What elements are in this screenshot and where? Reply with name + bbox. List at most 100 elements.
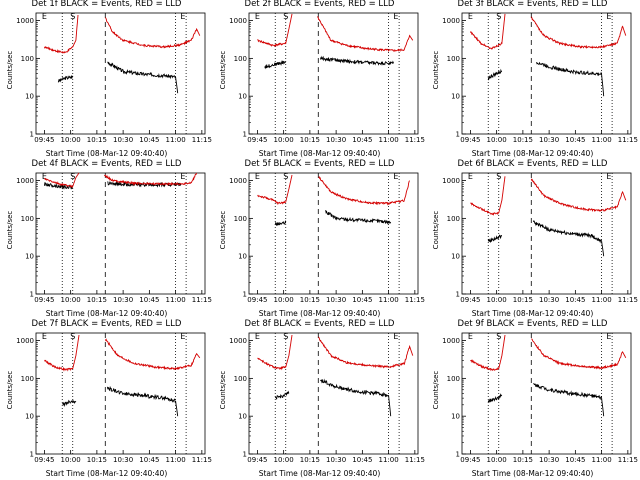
y-tick-label: 1 <box>456 451 460 459</box>
x-tick-label: 10:45 <box>352 296 372 304</box>
y-axis-label: Counts/sec <box>219 50 227 90</box>
interval-marker: S <box>70 332 75 341</box>
plot-frame <box>35 332 206 455</box>
interval-marker: E <box>393 172 398 181</box>
panel-title: Det 2f BLACK = Events, RED = LLD <box>244 0 395 9</box>
interval-marker: E <box>255 332 260 341</box>
plot-frame <box>461 12 632 135</box>
x-tick-label: 10:00 <box>61 136 81 144</box>
x-tick-label: 09:45 <box>247 136 267 144</box>
plot-frame <box>248 12 419 135</box>
x-tick-label: 10:00 <box>487 136 507 144</box>
y-tick-label: 1 <box>243 131 247 139</box>
x-tick-label: 11:15 <box>192 296 212 304</box>
y-axis-label: Counts/sec <box>432 210 440 250</box>
y-tick-label: 10 <box>238 253 247 261</box>
y-tick-label: 100 <box>234 55 247 63</box>
x-tick-label: 11:15 <box>618 296 638 304</box>
x-axis-label: Start Time (08-Mar-12 09:40:40) <box>45 309 168 318</box>
x-tick-label: 10:45 <box>352 456 372 464</box>
y-tick-label: 100 <box>447 375 460 383</box>
y-tick-label: 10 <box>25 253 34 261</box>
detector-panel: Det 5f BLACK = Events, RED = LLD 1 10 100 10… <box>213 159 426 320</box>
x-tick-label: 10:30 <box>113 136 133 144</box>
interval-marker: E <box>606 332 611 341</box>
y-tick-label: 1000 <box>16 17 34 25</box>
events-series-line <box>62 399 77 408</box>
interval-marker: E <box>468 172 473 181</box>
plot-frame <box>248 172 419 295</box>
x-axis-label: Start Time (08-Mar-12 09:40:40) <box>471 149 594 158</box>
x-tick-label: 11:15 <box>192 456 212 464</box>
y-tick-label: 1 <box>243 451 247 459</box>
detector-plot: 1 10 100 1000 09:45 10:00 10:15 10:30 10:45 11:00… <box>229 12 425 144</box>
y-axis-label: Counts/sec <box>6 210 14 250</box>
x-tick-label: 10:30 <box>539 296 559 304</box>
interval-marker: E <box>255 12 260 21</box>
lld-series-line <box>530 16 627 49</box>
events-series-line <box>264 59 286 70</box>
x-tick-label: 10:15 <box>87 296 107 304</box>
lld-series-line <box>317 336 414 369</box>
events-series-line <box>487 393 503 403</box>
y-tick-label: 10 <box>25 93 34 101</box>
panel-title: Det 1f BLACK = Events, RED = LLD <box>31 0 182 9</box>
x-tick-label: 10:15 <box>87 456 107 464</box>
interval-marker: E <box>180 12 185 21</box>
panel-title: Det 9f BLACK = Events, RED = LLD <box>457 319 608 329</box>
x-tick-label: 09:45 <box>460 136 480 144</box>
x-tick-label: 10:45 <box>565 456 585 464</box>
events-series-line <box>533 382 605 417</box>
interval-marker: E <box>42 172 47 181</box>
y-tick-label: 1 <box>30 131 34 139</box>
x-tick-label: 11:15 <box>405 456 425 464</box>
lld-series-line <box>257 174 293 206</box>
events-series-line <box>487 68 503 81</box>
lld-series-line <box>317 16 414 52</box>
lld-series-line <box>104 17 201 49</box>
interval-marker: E <box>255 172 260 181</box>
y-axis-label: Counts/sec <box>219 370 227 410</box>
x-tick-label: 09:45 <box>34 456 54 464</box>
y-axis-label: Counts/sec <box>432 370 440 410</box>
x-tick-label: 10:45 <box>139 296 159 304</box>
detector-panel: Det 6f BLACK = Events, RED = LLD 1 10 100 10… <box>426 159 639 320</box>
detector-plot: 1 10 100 1000 09:45 10:00 10:15 10:30 10:45 11:00… <box>229 172 425 304</box>
detector-plot: 1 10 100 1000 09:45 10:00 10:15 10:30 10:45 11:00… <box>16 12 212 144</box>
x-tick-label: 10:00 <box>487 456 507 464</box>
x-tick-label: 11:15 <box>618 456 638 464</box>
x-tick-label: 10:30 <box>113 296 133 304</box>
y-tick-label: 100 <box>447 215 460 223</box>
panel-title: Det 8f BLACK = Events, RED = LLD <box>244 319 395 329</box>
x-tick-label: 10:15 <box>87 136 107 144</box>
x-axis-label: Start Time (08-Mar-12 09:40:40) <box>258 149 381 158</box>
detector-plot: 1 10 100 1000 09:45 10:00 10:15 10:30 10:45 11:00… <box>16 332 212 464</box>
x-tick-label: 11:15 <box>405 296 425 304</box>
x-axis-label: Start Time (08-Mar-12 09:40:40) <box>471 309 594 318</box>
interval-marker: E <box>468 12 473 21</box>
detector-plot: 1 10 100 1000 09:45 10:00 10:15 10:30 10:45 11:00… <box>442 12 638 144</box>
x-tick-label: 10:30 <box>539 456 559 464</box>
interval-marker: S <box>283 172 288 181</box>
y-tick-label: 1 <box>456 131 460 139</box>
x-tick-label: 10:15 <box>513 136 533 144</box>
x-tick-label: 10:00 <box>61 456 81 464</box>
lld-series-line <box>257 13 293 47</box>
x-axis-label: Start Time (08-Mar-12 09:40:40) <box>471 469 594 478</box>
plot-frame <box>461 332 632 455</box>
x-tick-label: 10:30 <box>326 296 346 304</box>
detector-plot: 1 10 100 1000 09:45 10:00 10:15 10:30 10:45 11:00… <box>442 332 638 464</box>
x-tick-label: 11:00 <box>166 136 186 144</box>
interval-marker: E <box>180 172 185 181</box>
events-series-line <box>107 180 182 188</box>
y-tick-label: 1 <box>456 291 460 299</box>
lld-series-line <box>44 172 80 188</box>
y-tick-label: 1000 <box>16 337 34 345</box>
plot-frame <box>35 172 206 295</box>
x-tick-label: 10:30 <box>326 456 346 464</box>
x-tick-label: 11:00 <box>166 296 186 304</box>
y-tick-label: 10 <box>451 93 460 101</box>
lld-series-line <box>103 172 198 187</box>
lld-series-line <box>318 176 410 206</box>
